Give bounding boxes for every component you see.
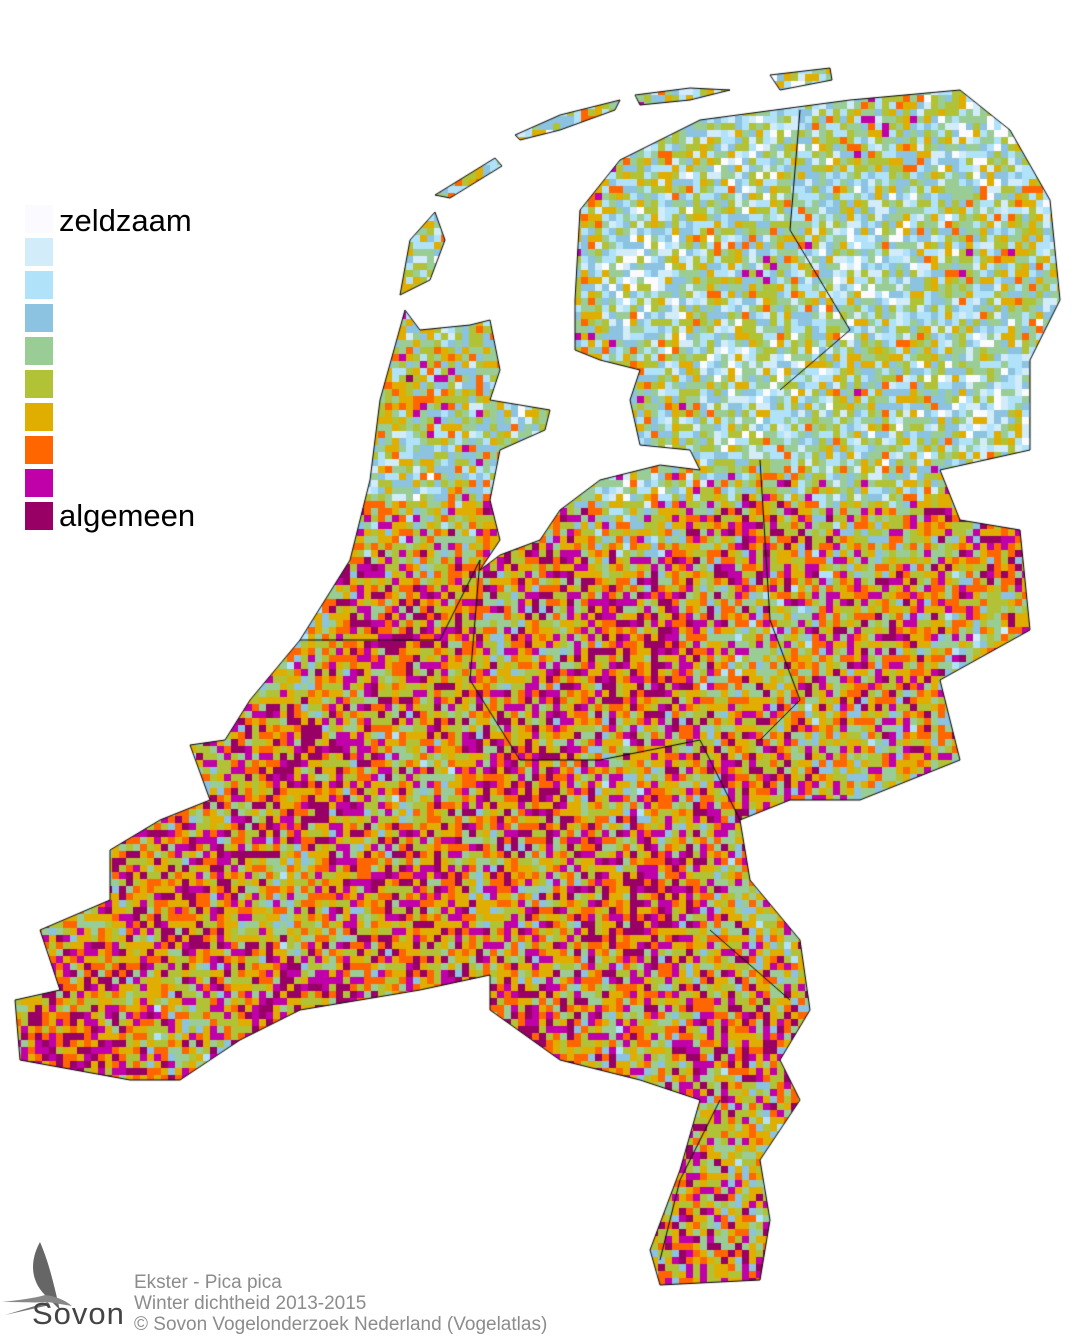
legend-swatch-9 bbox=[25, 469, 53, 497]
legend-swatch-3 bbox=[25, 271, 53, 299]
legend-swatch-7 bbox=[25, 403, 53, 431]
legend-swatch-6 bbox=[25, 370, 53, 398]
sovon-swallow-logo bbox=[2, 1242, 72, 1315]
legend-swatch-2 bbox=[25, 238, 53, 266]
legend-swatch-8 bbox=[25, 436, 53, 464]
species-name: Ekster - Pica pica bbox=[134, 1272, 282, 1293]
copyright: © Sovon Vogelonderzoek Nederland (Vogela… bbox=[134, 1314, 548, 1335]
legend-label-low: zeldzaam bbox=[59, 203, 192, 238]
logo-text: Sovon bbox=[32, 1296, 125, 1331]
legend-swatch-1 bbox=[25, 205, 53, 233]
legend-swatch-5 bbox=[25, 337, 53, 365]
legend-label-high: algemeen bbox=[59, 498, 196, 533]
legend-swatch-10 bbox=[25, 502, 53, 530]
map-subtitle: Winter dichtheid 2013-2015 bbox=[134, 1293, 367, 1314]
legend-swatch-4 bbox=[25, 304, 53, 332]
map-caption: Ekster - Pica pica Winter dichtheid 2013… bbox=[134, 1272, 547, 1335]
